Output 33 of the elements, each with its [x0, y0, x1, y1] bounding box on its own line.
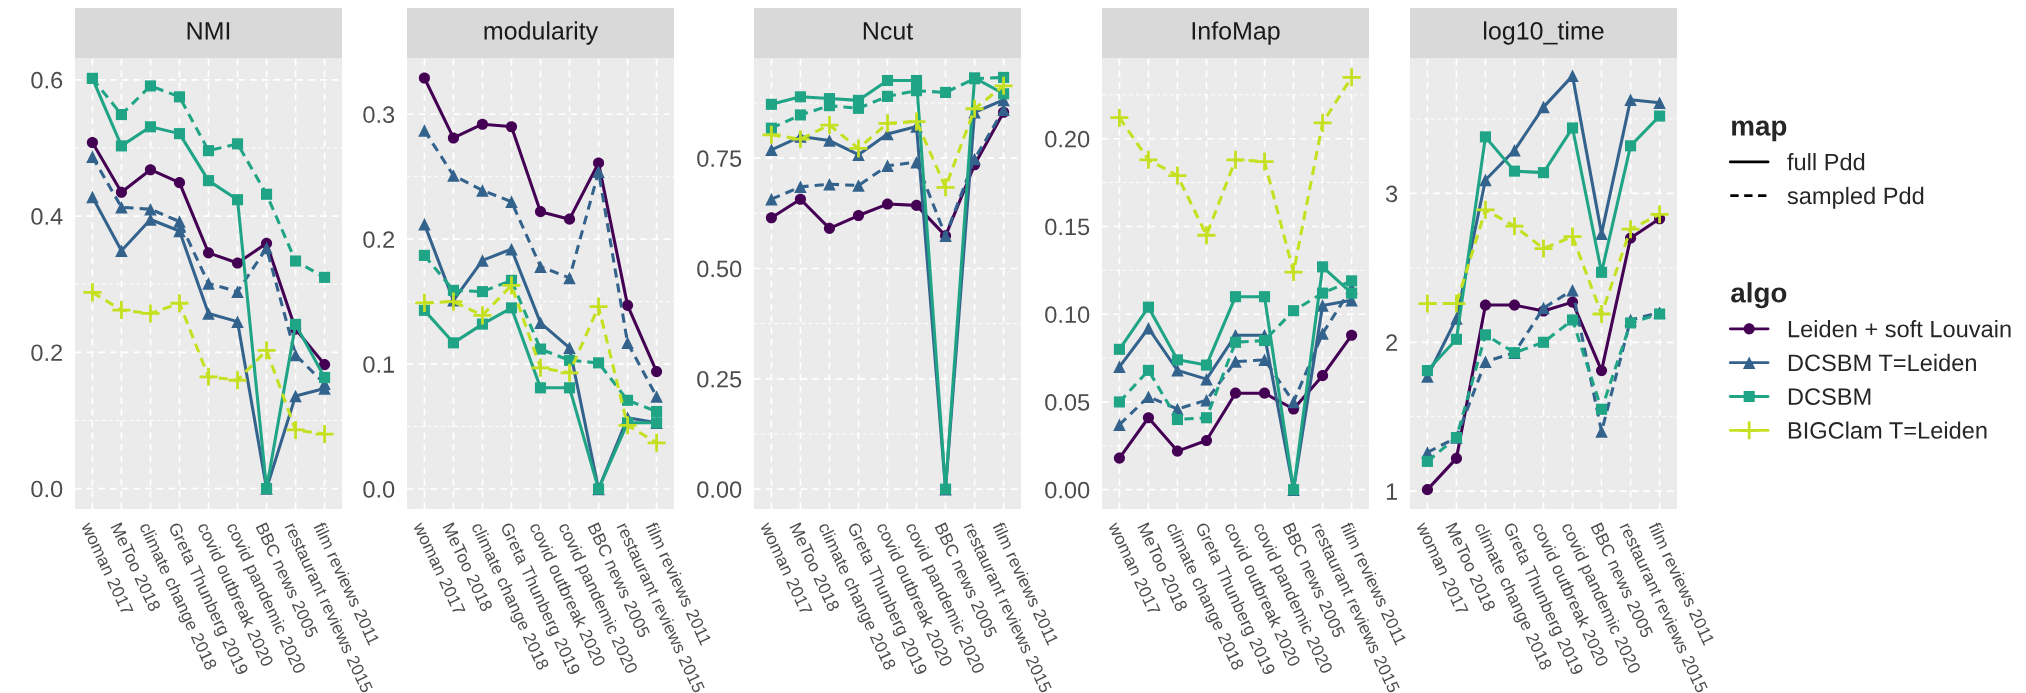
y-tick-label: 0.1	[363, 356, 395, 373]
legend-label: DCSBM T=Leiden	[1788, 353, 1976, 372]
y-tick-label: 0.20	[1045, 130, 1090, 148]
y-tick-label: 0.10	[1045, 306, 1090, 323]
y-tick-label: 0.05	[1045, 394, 1090, 411]
y-tick-label: 0.00	[697, 481, 742, 498]
text: full Pdd	[1787, 153, 1865, 171]
legend-label: BIGClam T=Leiden	[1788, 421, 1987, 439]
chart-title: log10_time	[1484, 21, 1604, 45]
y-tick-label: 2	[1386, 334, 1398, 351]
legend-title: algo	[1731, 282, 1787, 309]
y-tick-label: 0.25	[697, 370, 742, 388]
chart-title: InfoMap	[1192, 21, 1280, 45]
chart-title: NMI	[187, 22, 230, 40]
y-tick-label: 0.50	[697, 260, 742, 278]
y-tick-label: 0.2	[363, 231, 395, 248]
chart-title: Ncut	[863, 22, 914, 40]
y-tick-label: 0.2	[31, 344, 63, 362]
y-tick-label: 0.0	[363, 481, 395, 498]
y-tick-label: 0.6	[31, 71, 63, 89]
y-tick-label: 3	[1385, 185, 1398, 203]
y-tick-label: 0.4	[31, 208, 63, 225]
y-tick-label: 0.15	[1045, 218, 1090, 236]
legend-label: DCSBM	[1788, 388, 1871, 405]
legend-label: Leiden + soft Louvain	[1788, 320, 2011, 338]
text: map	[1732, 120, 1787, 142]
y-tick-label: 0.75	[697, 150, 742, 167]
y-tick-label: 0.00	[1045, 481, 1090, 499]
y-tick-label: 0.0	[31, 480, 63, 498]
chart-title: modularity	[484, 21, 599, 45]
text: sampled Pdd	[1787, 186, 1924, 209]
y-tick-label: 1	[1386, 483, 1398, 500]
y-tick-label: 0.3	[363, 106, 395, 124]
